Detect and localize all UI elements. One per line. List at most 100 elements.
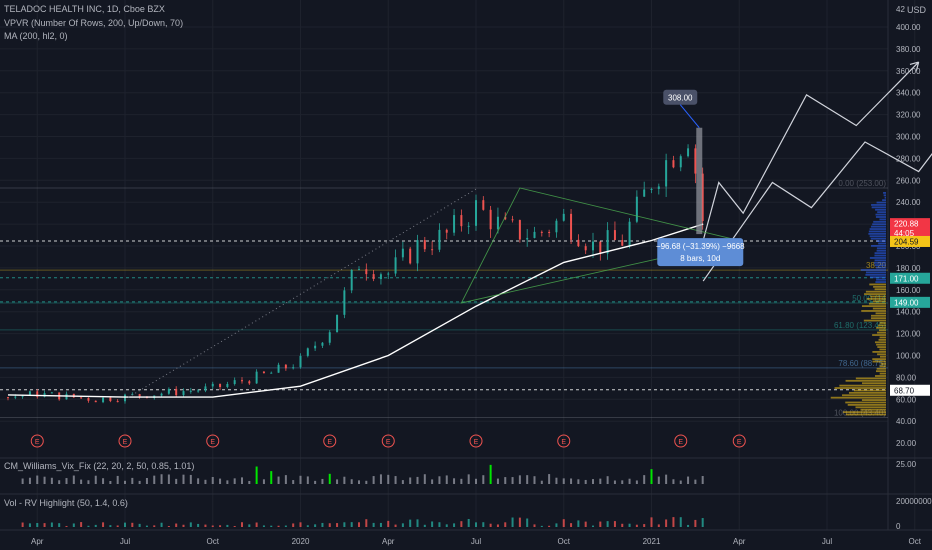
candles (7, 144, 704, 404)
vix-bar (482, 475, 485, 484)
volume-bar (109, 525, 112, 527)
price-tick-label: 360.00 (896, 67, 921, 76)
currency-label[interactable]: USD (906, 5, 926, 15)
volume-profile-bar (878, 329, 886, 332)
candle-body (87, 398, 90, 401)
time-tick-label: 2021 (643, 537, 661, 546)
candle-body (643, 189, 646, 197)
volume-profile-bar (884, 196, 886, 199)
volume-profile-bar (865, 290, 886, 293)
candle-body (650, 189, 653, 191)
vix-bar (226, 480, 229, 484)
vix-bar (416, 476, 419, 484)
volume-profile-bar (870, 225, 886, 228)
volume-bar (672, 517, 675, 527)
ma-legend[interactable]: MA (200, hl2, 0) (4, 31, 68, 41)
volume-bar (511, 517, 514, 527)
vix-bar (255, 466, 258, 484)
vix-bar (548, 474, 551, 484)
volume-profile-bar (843, 411, 886, 414)
earnings-marker (732, 434, 746, 448)
price-tick-label: 180.00 (896, 264, 921, 273)
vix-bar (518, 475, 521, 484)
vix-bar (204, 479, 207, 484)
volume-bar (599, 521, 602, 527)
measure-box (696, 127, 703, 235)
vix-bar (577, 479, 580, 484)
candle-body (197, 390, 200, 392)
vix-bar (219, 478, 222, 484)
vix-bar (504, 477, 507, 484)
candle-body (124, 394, 126, 402)
volume-bar (343, 522, 346, 527)
vix-bar (138, 480, 141, 484)
candle-body (292, 367, 295, 369)
candle-body (394, 257, 397, 274)
vix-bar (131, 477, 134, 484)
candle-body (606, 230, 609, 254)
volume-bar (328, 523, 331, 527)
vix-bar (277, 476, 280, 484)
volume-bar (650, 517, 653, 527)
volume-profile-bar (864, 293, 886, 295)
time-tick-label: Jul (822, 537, 832, 546)
volume-bar (153, 525, 156, 527)
vix-bar (358, 480, 360, 484)
price-tick-label: 40.00 (896, 417, 917, 426)
volume-profile-bar (874, 254, 886, 257)
volume-bar (694, 519, 697, 527)
candle-body (401, 248, 404, 258)
earnings-marker (381, 434, 395, 448)
candle-body (379, 274, 382, 280)
candle-body (211, 383, 214, 387)
volume-profile-bar (875, 281, 886, 283)
candle-body (372, 274, 375, 280)
vix-bar (401, 480, 404, 484)
candle-body (241, 380, 243, 382)
volume-bar (94, 524, 97, 527)
volume-bar (496, 524, 499, 527)
volume-profile-bar (845, 413, 886, 416)
volume-profile-bar (872, 300, 886, 303)
candle-body (577, 239, 580, 247)
price-tick-label: 320.00 (896, 111, 921, 120)
vix-bar (475, 478, 477, 484)
vix-bar (599, 478, 602, 484)
earnings-marker (323, 434, 337, 448)
vpvr-legend[interactable]: VPVR (Number Of Rows, 200, Up/Down, 70) (4, 18, 184, 28)
volume-profile-bar (861, 310, 886, 312)
volume-profile-bar (863, 319, 886, 322)
volume-profile-bar (876, 326, 886, 329)
time-tick-label: Jul (120, 537, 130, 546)
vix-bar (36, 475, 39, 484)
fib-label: 0.00 (253.00) (838, 179, 886, 188)
candle-body (460, 215, 463, 227)
earnings-marker-label: E (123, 439, 128, 446)
volume-bar (233, 525, 236, 527)
candle-body (7, 397, 9, 399)
vix-bar (511, 477, 514, 484)
candle-body (533, 231, 536, 238)
volume-bar (592, 525, 594, 527)
volume-bar (438, 522, 441, 527)
volume-profile-bar (870, 295, 886, 298)
volume-profile-bar (874, 288, 886, 291)
vix-bar (489, 464, 492, 484)
volume-bar (387, 520, 390, 527)
vix-legend[interactable]: CM_Williams_Vix_Fix (22, 20, 2, 50, 0.85… (4, 461, 195, 471)
volume-bar (241, 522, 243, 527)
vix-bar (701, 476, 704, 484)
volume-profile-bar (871, 206, 886, 209)
volume-profile-bar (853, 389, 886, 392)
volume-bar (394, 524, 397, 527)
vix-bar (453, 478, 456, 484)
candle-body (453, 215, 456, 233)
candle-body (14, 396, 17, 398)
measure-label-line2: 8 bars, 10d (680, 254, 720, 263)
volume-legend[interactable]: Vol - RV Highlight (50, 1.4, 0.6) (4, 498, 128, 508)
price-tick-label: 100.00 (896, 352, 921, 361)
candle-body (299, 355, 302, 368)
earnings-marker-label: E (35, 439, 40, 446)
vix-bar (394, 476, 397, 484)
